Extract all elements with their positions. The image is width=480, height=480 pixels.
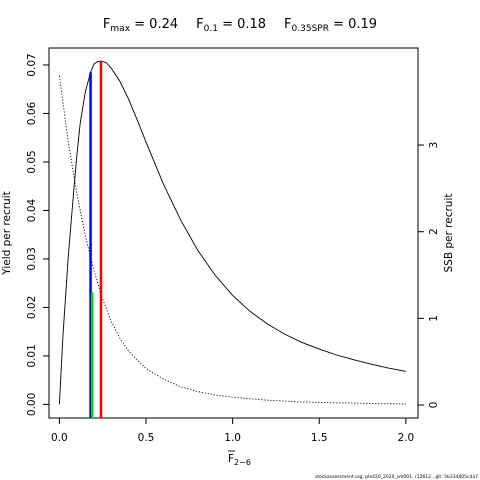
title-text: Fmax = 0.24 F0.1 = 0.18 F0.35SPR = 0.19	[103, 17, 377, 34]
reference-lines	[89, 61, 103, 418]
x-label-subscript: 2−6	[234, 458, 251, 467]
title-subscript-2: 0.35SPR	[292, 24, 329, 34]
x-tick-label-4: 2.0	[398, 432, 415, 444]
y-left-tick-label-7: 0.07	[26, 53, 38, 76]
y-left-tick-label-3: 0.03	[26, 247, 38, 270]
yield-per-recruit-curve	[58, 60, 406, 405]
y-axis-left: 0.00 0.01 0.02 0.03 0.04 0.05 0.06 0.07	[26, 53, 49, 416]
title-subscript-1: 0.1	[204, 24, 218, 34]
title-symbol-1: F	[196, 17, 203, 32]
y-axis-left-label: Yield per recruit	[1, 191, 13, 275]
x-label-text: F2−6	[228, 453, 251, 467]
x-label-symbol: F	[228, 453, 234, 465]
title-value-1: = 0.18	[218, 17, 266, 32]
x-tick-label-2: 1.0	[224, 432, 241, 444]
plot-frame	[48, 47, 419, 419]
x-tick-label-0: 0.0	[51, 432, 68, 444]
y-axis-right: 0 1 2 3	[418, 142, 440, 409]
title-subscript-0: max	[110, 24, 130, 34]
y-axis-right-label: SSB per recruit	[443, 194, 455, 273]
footer-note: stockassessment.org, ple420_2020_sm001, …	[315, 474, 478, 480]
curves	[58, 60, 406, 405]
x-tick-label-1: 0.5	[138, 432, 155, 444]
y-left-tick-label-2: 0.02	[26, 296, 38, 319]
x-axis: 0.0 0.5 1.0 1.5 2.0	[51, 418, 414, 444]
y-left-tick-label-6: 0.06	[26, 101, 38, 125]
x-tick-label-3: 1.5	[311, 432, 328, 444]
y-left-tick-label-1: 0.01	[26, 344, 38, 367]
title-value-2: = 0.19	[329, 17, 377, 32]
title-value-0: = 0.24	[130, 17, 178, 32]
title-symbol-2: F	[284, 17, 291, 32]
y-left-tick-label-0: 0.00	[26, 393, 38, 416]
y-left-tick-label-5: 0.05	[26, 150, 38, 173]
x-axis-label: F2−6	[228, 450, 251, 467]
ssb-per-recruit-curve	[58, 75, 406, 405]
y-right-tick-label-3: 3	[428, 142, 440, 149]
y-right-tick-label-1: 1	[428, 315, 440, 322]
title-symbol-0: F	[103, 17, 110, 32]
chart-title: Fmax = 0.24 F0.1 = 0.18 F0.35SPR = 0.19	[103, 17, 377, 34]
y-left-tick-label-4: 0.04	[26, 198, 38, 222]
y-right-tick-label-0: 0	[428, 402, 440, 409]
y-right-tick-label-2: 2	[428, 228, 440, 235]
